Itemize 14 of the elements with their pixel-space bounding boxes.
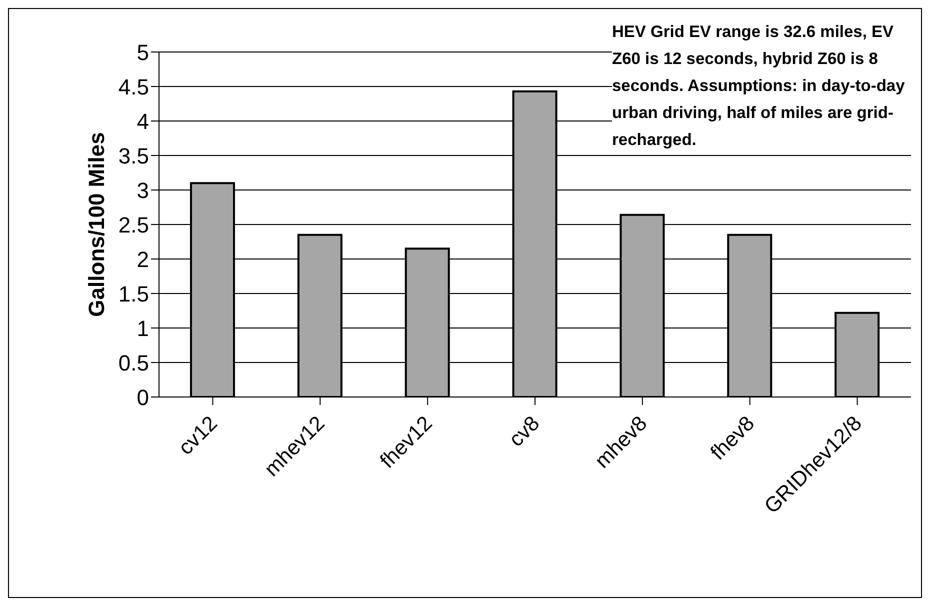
y-tick-label: 2 xyxy=(136,246,149,272)
y-tick-label: 0.5 xyxy=(118,350,149,376)
y-tick-label: 4 xyxy=(136,108,149,134)
y-axis-title: Gallons/100 Miles xyxy=(84,132,109,317)
y-tick-label: 0 xyxy=(136,384,149,410)
y-tick-label: 1 xyxy=(136,316,149,341)
y-tick-label: 4.5 xyxy=(118,74,149,100)
y-tick-label: 2.5 xyxy=(118,212,149,238)
y-tick-label: 1.5 xyxy=(118,281,149,306)
y-tick-label: 3.5 xyxy=(118,143,149,168)
x-tick-label: cv8 xyxy=(504,412,544,452)
annotation: HEV Grid EV range is 32.6 miles, EV Z60 is 12 seconds, hybrid Z60 is 8 seconds. Assumptions: in day-to-day urban driving, half of miles are grid-recharged. xyxy=(612,19,918,154)
y-tick-label: 3 xyxy=(136,178,149,203)
y-tick-label: 5 xyxy=(136,40,149,65)
